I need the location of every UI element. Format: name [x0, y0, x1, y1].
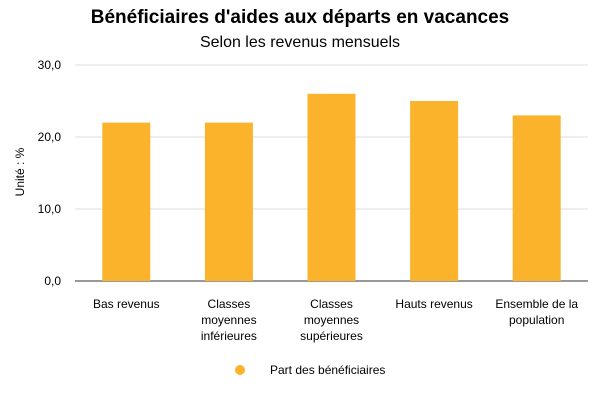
bar[interactable]	[512, 115, 561, 282]
x-category-label: Classes moyennes supérieures	[300, 297, 363, 343]
chart-title: Bénéficiaires d'aides aux départs en vac…	[90, 7, 510, 28]
x-category-label: Classes moyennes inférieures	[201, 297, 257, 343]
legend[interactable]: Part des bénéficiaires	[235, 363, 385, 377]
bar[interactable]	[410, 101, 459, 281]
x-axis-labels: Bas revenus Classes moyennes inférieures Cla…	[93, 297, 578, 343]
legend-swatch	[235, 365, 245, 375]
x-category-label: Ensemble de la population	[495, 297, 578, 327]
legend-label: Part des bénéficiaires	[270, 363, 385, 377]
y-axis-title: Unité : %	[13, 147, 27, 196]
bar[interactable]	[204, 122, 253, 281]
x-category-label: Bas revenus	[93, 297, 160, 311]
y-tick-label: 10,0	[38, 202, 62, 216]
y-tick-label: 30,0	[38, 58, 62, 72]
y-axis-ticks: 0,0 10,0 20,0 30,0	[38, 58, 62, 288]
bar[interactable]	[307, 93, 356, 281]
bar[interactable]	[102, 122, 151, 281]
bars	[102, 93, 561, 282]
x-category-label: Hauts revenus	[395, 297, 472, 311]
y-tick-label: 20,0	[38, 130, 62, 144]
y-tick-label: 0,0	[44, 274, 61, 288]
chart-subtitle: Selon les revenus mensuels	[199, 34, 401, 51]
